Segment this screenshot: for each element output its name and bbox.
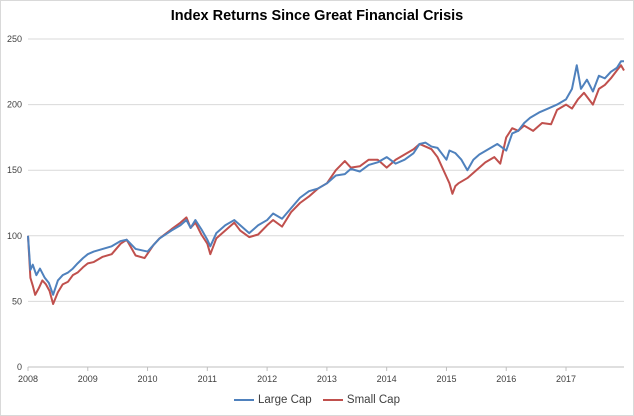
legend: Large Cap Small Cap [0,392,634,406]
x-tick-label: 2015 [436,374,456,384]
y-tick-label: 250 [7,34,22,44]
y-tick-label: 50 [12,296,22,306]
x-tick-label: 2008 [18,374,38,384]
series-line-small-cap [27,64,625,306]
gridlines [28,38,624,368]
x-tick-label: 2017 [556,374,576,384]
series-line-large-cap [27,60,624,296]
x-tick-label: 2010 [138,374,158,384]
legend-label-small-cap: Small Cap [346,394,400,406]
y-tick-label: 100 [7,231,22,241]
x-tick-label: 2011 [198,374,217,384]
x-tick-label: 2016 [496,374,516,384]
x-tick-label: 2014 [377,374,397,384]
legend-item-small-cap: Small Cap [322,394,400,406]
legend-item-large-cap: Large Cap [234,394,312,406]
y-axis: 0 50 100 150 200 250 [7,34,22,372]
legend-swatch-small-cap [322,399,343,401]
y-tick-label: 0 [17,362,22,372]
legend-label-large-cap: Large Cap [258,394,312,406]
chart-title: Index Returns Since Great Financial Cris… [170,8,464,24]
x-axis: 2008 2009 2010 2011 2012 2013 2014 2015 2016 2017 [18,366,624,384]
x-tick-label: 2012 [257,374,277,384]
x-tick-label: 2009 [78,374,98,384]
y-tick-label: 150 [7,165,22,175]
x-tick-label: 2013 [317,374,337,384]
series-lines [27,60,625,306]
legend-swatch-large-cap [234,399,254,401]
y-tick-label: 200 [7,100,22,110]
